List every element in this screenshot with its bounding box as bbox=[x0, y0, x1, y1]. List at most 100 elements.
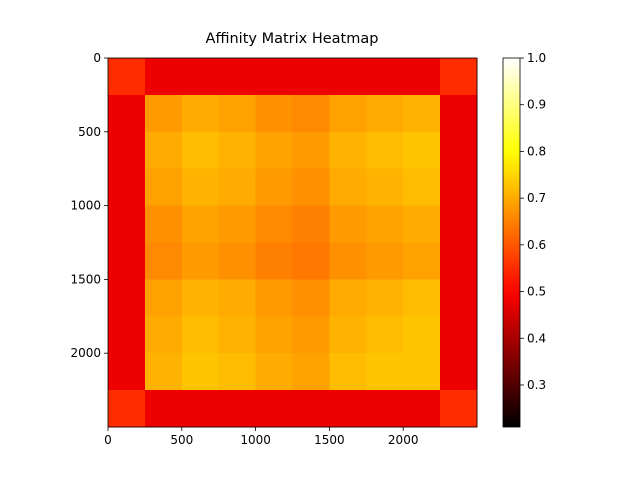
colorbar-tick-label: 0.9 bbox=[527, 98, 546, 112]
heatmap-cell bbox=[144, 353, 183, 391]
heatmap-cell bbox=[403, 390, 441, 428]
heatmap-cell bbox=[108, 279, 146, 317]
y-tick-label: 0 bbox=[93, 51, 101, 65]
heatmap-cell bbox=[292, 279, 330, 317]
heatmap-cell bbox=[108, 390, 146, 428]
heatmap-cell bbox=[218, 279, 256, 317]
heatmap-cell bbox=[440, 390, 478, 428]
heatmap-cell bbox=[403, 205, 441, 243]
x-tick-label: 0 bbox=[104, 433, 112, 447]
heatmap-cell bbox=[181, 279, 219, 317]
heatmap-cell bbox=[144, 168, 183, 206]
heatmap-cell bbox=[329, 168, 367, 206]
heatmap-cell bbox=[181, 131, 219, 169]
heatmap-cell bbox=[108, 58, 146, 96]
heatmap-cell bbox=[181, 94, 219, 133]
heatmap-cell bbox=[366, 353, 404, 391]
heatmap-cell bbox=[440, 58, 478, 96]
heatmap-cell bbox=[403, 316, 441, 354]
heatmap-cell bbox=[255, 168, 293, 206]
heatmap-cell bbox=[181, 242, 219, 280]
colorbar-tick-label: 0.4 bbox=[527, 331, 546, 345]
heatmap-cell bbox=[403, 131, 441, 169]
heatmap-cell bbox=[218, 168, 256, 206]
heatmap-cell bbox=[144, 58, 183, 96]
heatmap-cell bbox=[366, 58, 404, 96]
heatmap-cell bbox=[255, 316, 293, 354]
colorbar-tick-label: 0.5 bbox=[527, 285, 546, 299]
heatmap-cell bbox=[292, 242, 330, 280]
heatmap-cell bbox=[255, 242, 293, 280]
heatmap-cell bbox=[403, 94, 441, 133]
heatmap-cell bbox=[440, 168, 478, 206]
heatmap-cell bbox=[329, 205, 367, 243]
heatmap-cell bbox=[329, 316, 367, 354]
y-tick-label: 1000 bbox=[70, 199, 101, 213]
heatmap-cell bbox=[403, 353, 441, 391]
heatmap-cell bbox=[403, 279, 441, 317]
heatmap-cell bbox=[403, 58, 441, 96]
heatmap-cell bbox=[292, 205, 330, 243]
heatmap-cell bbox=[366, 168, 404, 206]
heatmap-cell bbox=[440, 205, 478, 243]
heatmap-cell bbox=[366, 205, 404, 243]
heatmap-cell bbox=[329, 94, 367, 133]
heatmap-cell bbox=[329, 58, 367, 96]
heatmap-cell bbox=[255, 390, 293, 428]
heatmap-cell bbox=[181, 390, 219, 428]
heatmap-cell bbox=[329, 279, 367, 317]
x-tick-label: 1500 bbox=[314, 433, 345, 447]
heatmap-cell bbox=[218, 94, 256, 133]
heatmap-cell bbox=[366, 316, 404, 354]
heatmap-cell bbox=[181, 58, 219, 96]
heatmap-cell bbox=[218, 58, 256, 96]
y-tick-label: 2000 bbox=[70, 346, 101, 360]
heatmap-cell bbox=[144, 316, 183, 354]
heatmap-cell bbox=[108, 131, 146, 169]
colorbar-tick-label: 0.6 bbox=[527, 238, 546, 252]
colorbar-tick-label: 0.7 bbox=[527, 191, 546, 205]
heatmap-cell bbox=[366, 242, 404, 280]
heatmap-cell bbox=[292, 353, 330, 391]
heatmap-cell bbox=[366, 390, 404, 428]
heatmap-cell bbox=[366, 131, 404, 169]
heatmap-cell bbox=[292, 390, 330, 428]
heatmap-cell bbox=[255, 94, 293, 133]
heatmap-cell bbox=[440, 242, 478, 280]
heatmap-cell bbox=[440, 316, 478, 354]
heatmap-cell bbox=[440, 131, 478, 169]
heatmap-cell bbox=[144, 390, 183, 428]
heatmap-cell bbox=[440, 94, 478, 133]
heatmap-cell bbox=[329, 353, 367, 391]
heatmap-cell bbox=[292, 316, 330, 354]
heatmap-cell bbox=[108, 168, 146, 206]
heatmap-cell bbox=[108, 94, 146, 133]
colorbar-tick-label: 0.3 bbox=[527, 378, 546, 392]
heatmap-cell bbox=[329, 131, 367, 169]
heatmap-cell bbox=[255, 205, 293, 243]
heatmap-cell bbox=[181, 353, 219, 391]
heatmap-cell bbox=[144, 205, 183, 243]
heatmap-cell bbox=[218, 316, 256, 354]
heatmap-cell bbox=[255, 353, 293, 391]
heatmap-cell bbox=[181, 168, 219, 206]
heatmap-cell bbox=[366, 94, 404, 133]
heatmap-cell bbox=[255, 279, 293, 317]
heatmap-cell bbox=[144, 242, 183, 280]
heatmap-cell bbox=[218, 353, 256, 391]
heatmap-cell bbox=[108, 205, 146, 243]
heatmap-cell bbox=[218, 242, 256, 280]
x-tick-label: 1000 bbox=[240, 433, 271, 447]
heatmap-cell bbox=[108, 353, 146, 391]
heatmap-cell bbox=[144, 279, 183, 317]
heatmap-cell bbox=[292, 131, 330, 169]
heatmap-cell bbox=[292, 58, 330, 96]
heatmap-cell bbox=[108, 316, 146, 354]
heatmap-cell bbox=[292, 94, 330, 133]
heatmap-cell bbox=[144, 94, 183, 133]
heatmap-cell bbox=[329, 242, 367, 280]
y-tick-label: 500 bbox=[78, 125, 101, 139]
chart-title: Affinity Matrix Heatmap bbox=[206, 31, 379, 47]
heatmap-cell bbox=[144, 131, 183, 169]
